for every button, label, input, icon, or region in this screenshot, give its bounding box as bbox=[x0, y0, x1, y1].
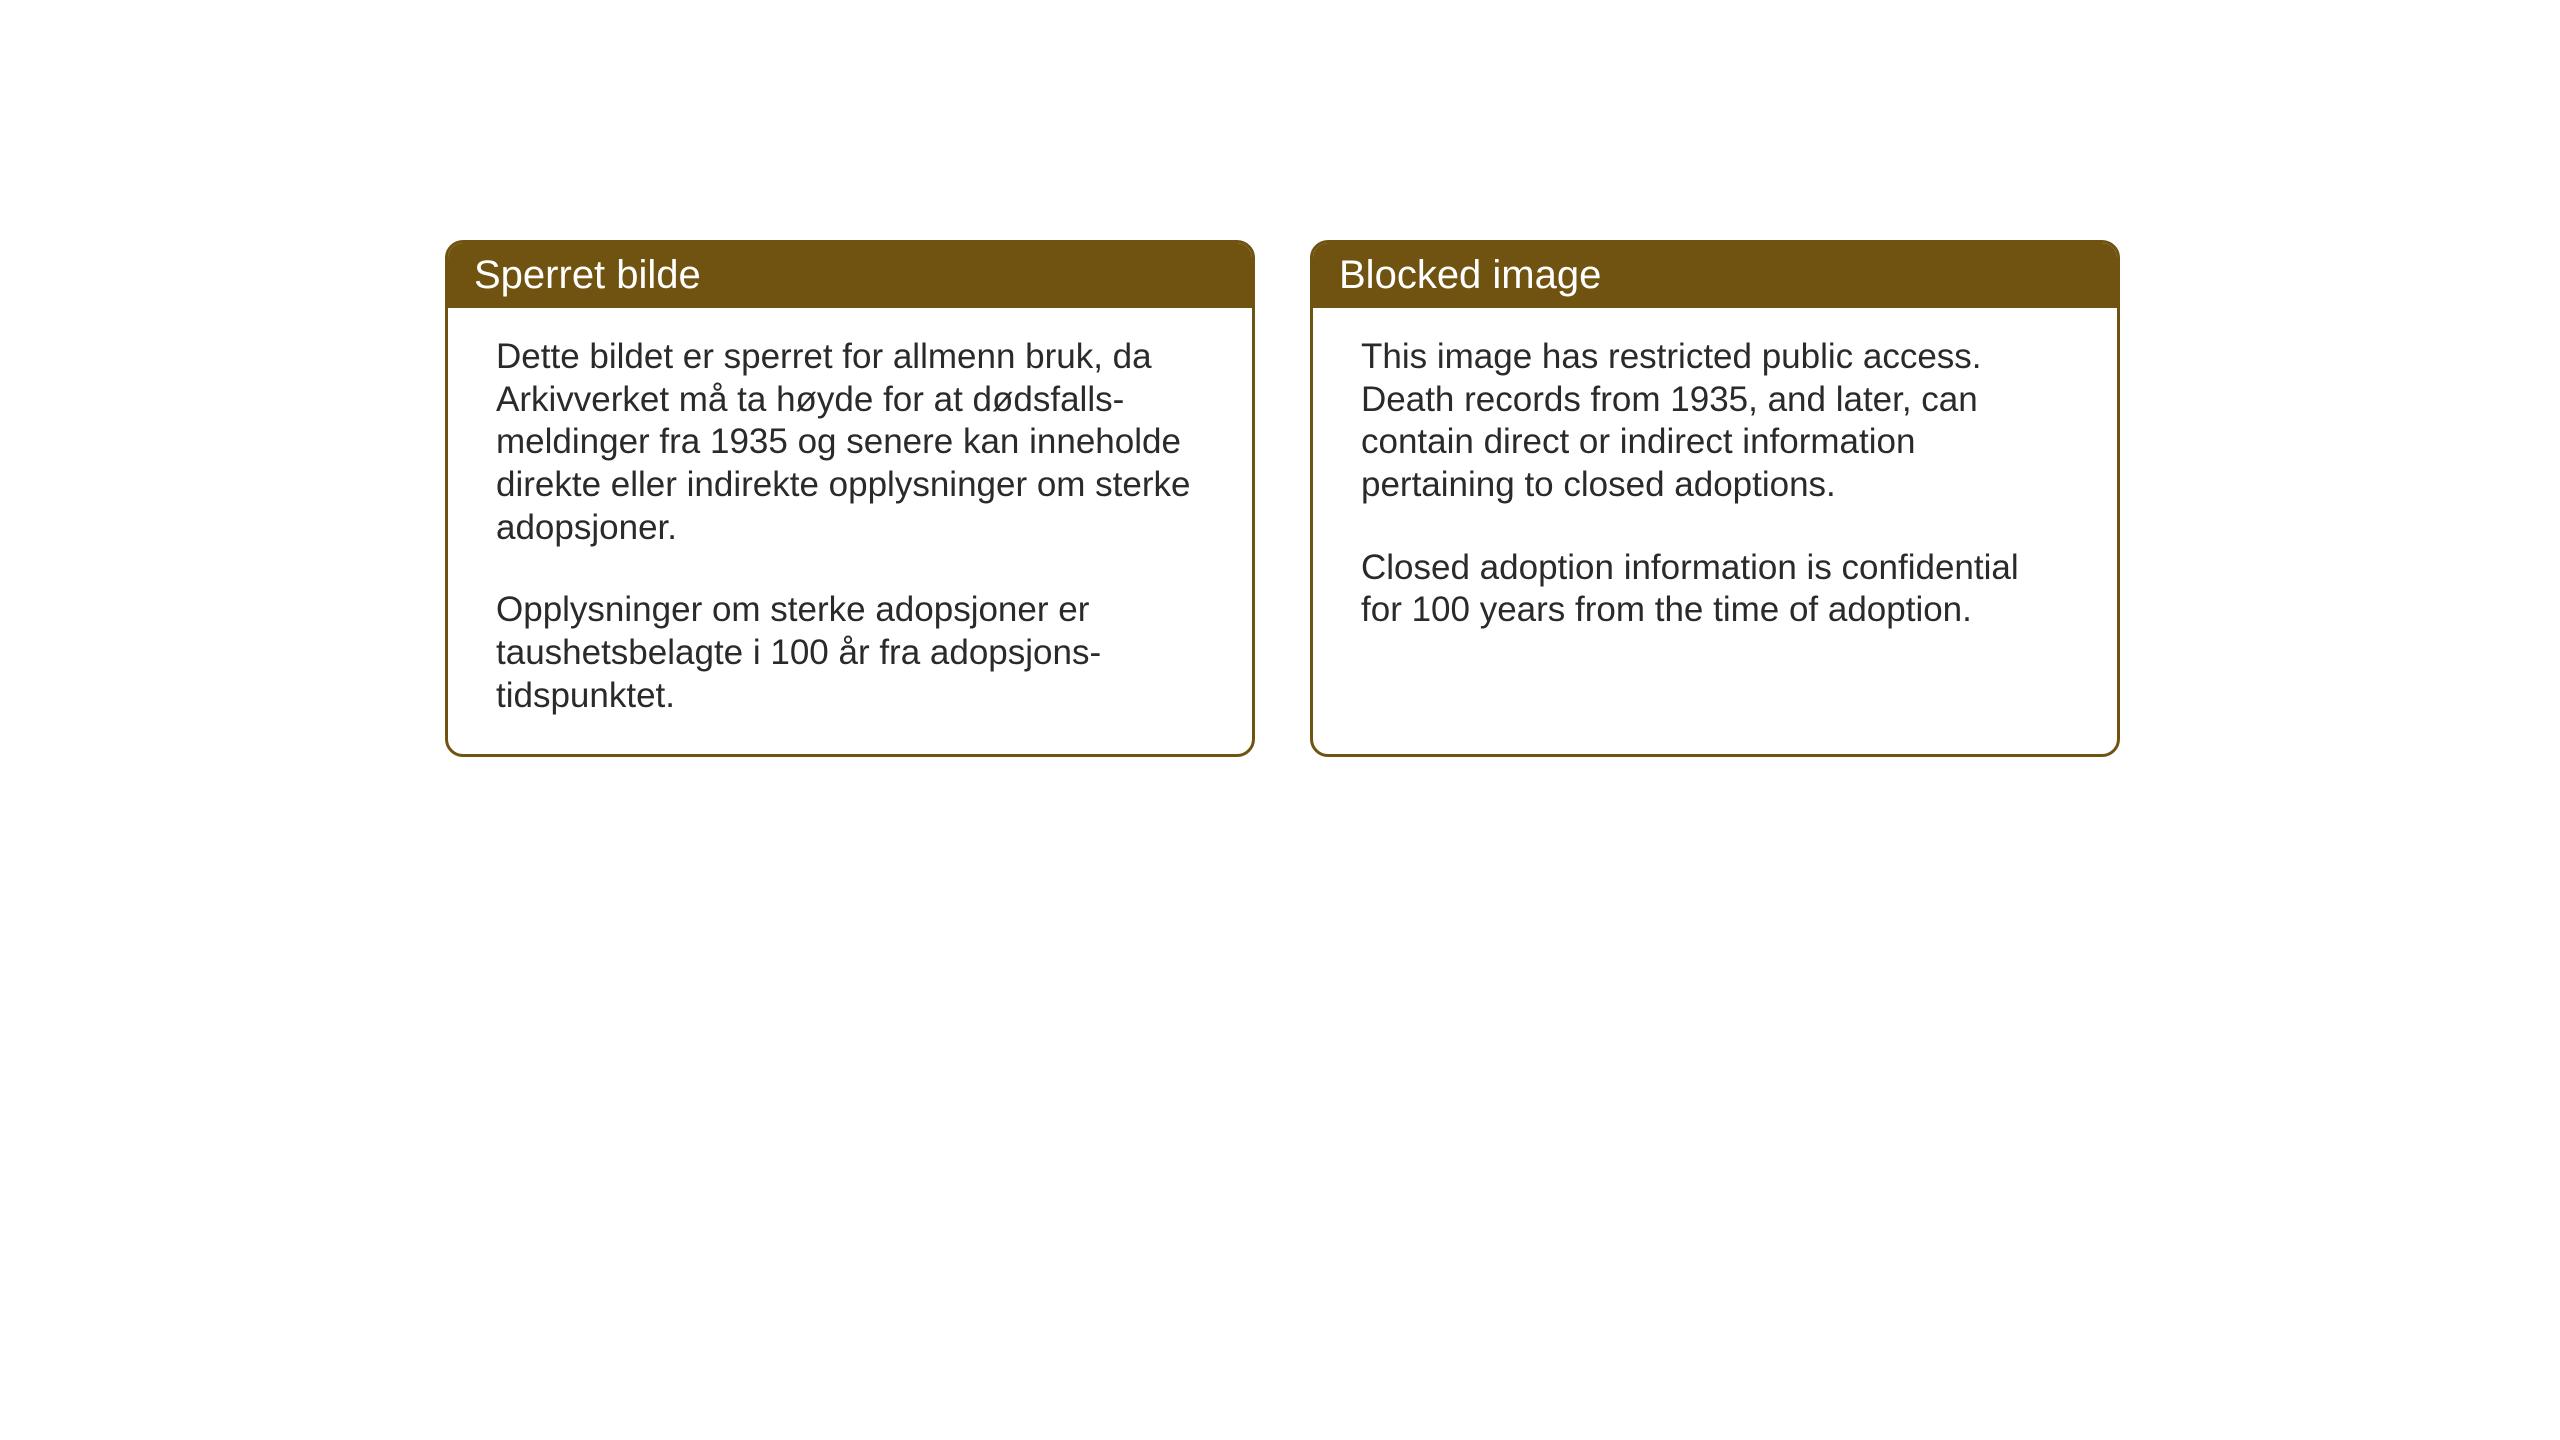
card-norwegian-paragraph-1: Dette bildet er sperret for allmenn bruk… bbox=[496, 336, 1204, 549]
card-english-title: Blocked image bbox=[1339, 253, 1601, 297]
card-norwegian-body: Dette bildet er sperret for allmenn bruk… bbox=[448, 308, 1252, 754]
card-english-paragraph-2: Closed adoption information is confident… bbox=[1361, 547, 2069, 632]
card-norwegian-title: Sperret bilde bbox=[474, 253, 701, 297]
card-norwegian: Sperret bilde Dette bildet er sperret fo… bbox=[445, 240, 1255, 757]
card-norwegian-paragraph-2: Opplysninger om sterke adopsjoner er tau… bbox=[496, 589, 1204, 717]
card-english-paragraph-1: This image has restricted public access.… bbox=[1361, 336, 2069, 507]
card-english-header: Blocked image bbox=[1313, 243, 2117, 308]
card-norwegian-header: Sperret bilde bbox=[448, 243, 1252, 308]
cards-container: Sperret bilde Dette bildet er sperret fo… bbox=[445, 240, 2560, 757]
card-english-body: This image has restricted public access.… bbox=[1313, 308, 2117, 668]
card-english: Blocked image This image has restricted … bbox=[1310, 240, 2120, 757]
